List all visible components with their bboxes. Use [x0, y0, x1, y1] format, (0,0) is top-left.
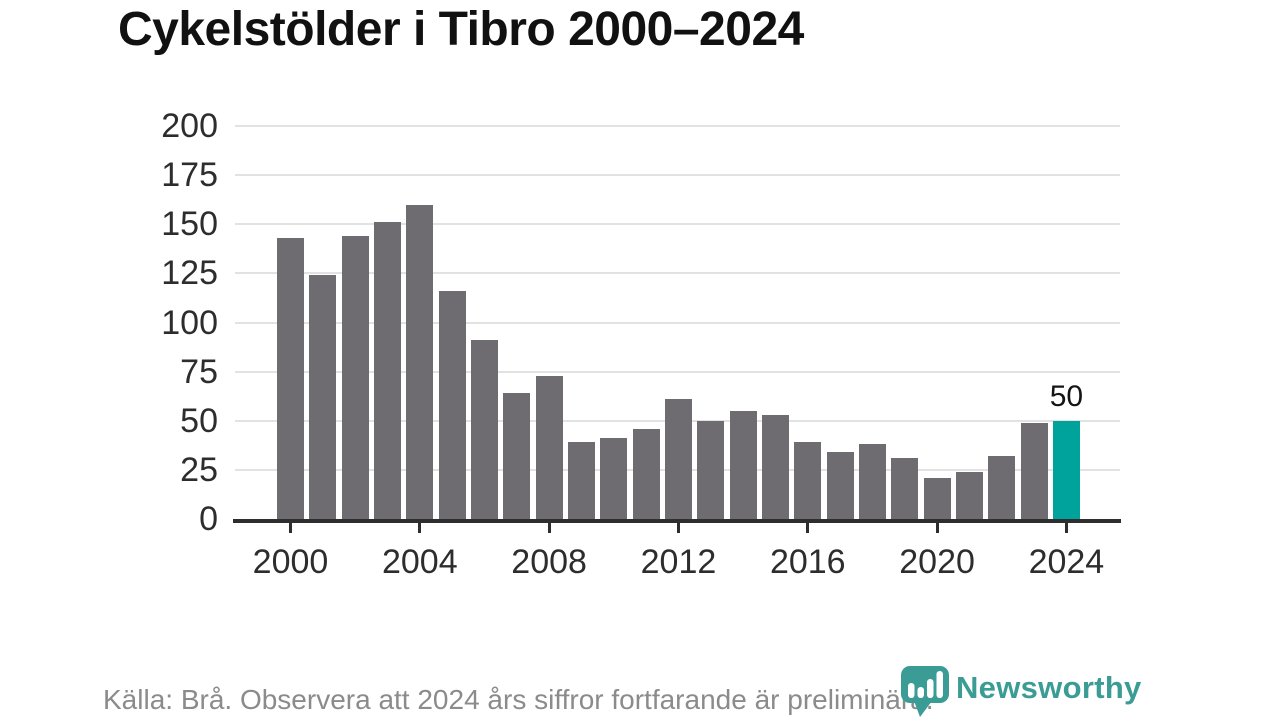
bar-2003: [373, 222, 401, 519]
x-tick-2004: [418, 523, 422, 533]
bar-2018: [858, 444, 886, 519]
y-tick-label-75: 75: [180, 352, 218, 391]
y-tick-label-25: 25: [180, 450, 218, 489]
y-tick-label-200: 200: [161, 107, 218, 145]
y-tick-label-50: 50: [180, 401, 218, 440]
bar-2017: [826, 452, 854, 519]
x-tick-label-2016: 2016: [769, 543, 846, 581]
bar-2013: [697, 420, 725, 519]
x-tick-label-2004: 2004: [381, 543, 458, 581]
x-tick-label-2000: 2000: [252, 543, 329, 581]
gridline-75: [235, 370, 1120, 373]
bar-2008: [535, 375, 563, 519]
x-tick-label-2012: 2012: [640, 543, 717, 581]
bar-2005: [438, 291, 466, 519]
x-axis-line: [233, 519, 1121, 523]
newsworthy-logo-text: Newsworthy: [956, 670, 1142, 705]
source-note: Källa: Brå. Observera att 2024 års siffr…: [103, 684, 934, 715]
bar-2001: [309, 275, 337, 519]
bar-2021: [955, 471, 983, 519]
x-tick-label-2024: 2024: [1028, 543, 1105, 581]
data-label-2024: 50: [1049, 379, 1084, 413]
bar-2012: [664, 399, 692, 519]
x-tick-2000: [289, 523, 292, 533]
gridline-125: [235, 272, 1120, 275]
newsworthy-logo-icon: [901, 666, 949, 717]
x-tick-2012: [676, 523, 680, 533]
bar-2004: [406, 204, 434, 519]
bar-2000: [277, 238, 304, 519]
x-tick-label-2020: 2020: [899, 543, 975, 581]
bar-2019: [891, 458, 919, 519]
bar-2010: [600, 438, 628, 519]
bar-2009: [567, 442, 595, 519]
x-tick-label-2008: 2008: [511, 543, 587, 581]
bar-2011: [632, 428, 660, 519]
bar-2014: [729, 410, 757, 519]
bar-2023: [1020, 422, 1048, 519]
x-tick-2016: [806, 523, 810, 533]
bar-2006: [470, 340, 498, 519]
bar-2016: [794, 442, 822, 519]
chart-title: Cykelstölder i Tibro 2000–2024: [118, 3, 804, 56]
bar-2002: [341, 236, 369, 519]
y-tick-label-0: 0: [199, 500, 218, 538]
gridline-100: [235, 321, 1120, 324]
bar-2015: [761, 414, 789, 519]
y-tick-label-125: 125: [161, 254, 218, 293]
bar-2024: [1052, 420, 1080, 519]
bar-2022: [988, 456, 1016, 519]
gridline-175: [235, 174, 1120, 177]
y-tick-label-150: 150: [161, 205, 218, 244]
bar-2020: [923, 477, 951, 519]
x-tick-2024: [1064, 523, 1068, 533]
x-tick-2020: [935, 523, 939, 533]
gridline-150: [235, 223, 1120, 226]
y-tick-label-100: 100: [161, 303, 218, 342]
y-tick-label-175: 175: [161, 156, 218, 195]
gridline-200: [235, 125, 1120, 127]
x-tick-2008: [547, 523, 551, 533]
bar-2007: [503, 393, 531, 519]
newsworthy-logo: Newsworthy: [894, 659, 1224, 720]
